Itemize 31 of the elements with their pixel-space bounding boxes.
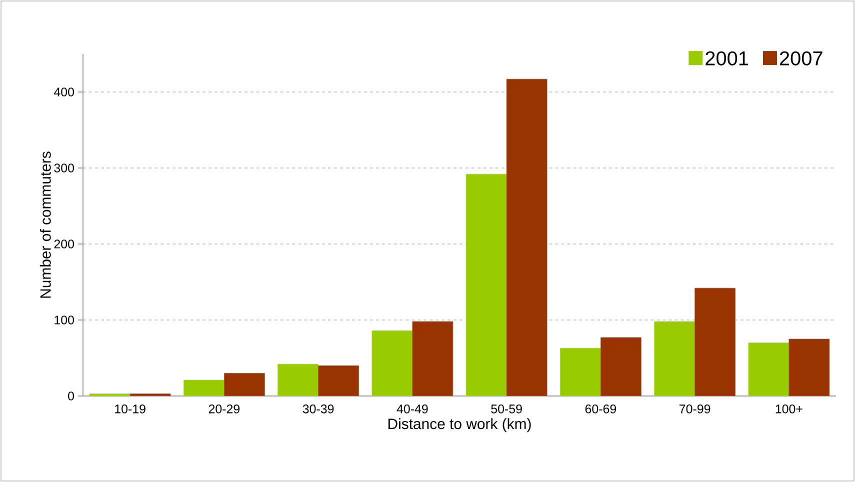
bar [224, 373, 265, 396]
x-tick-label: 70-99 [680, 404, 710, 414]
y-tick-label: 100 [54, 316, 74, 324]
legend-label: 2007 [780, 51, 822, 66]
bar [412, 321, 454, 396]
bar [278, 364, 319, 396]
bar [694, 288, 736, 396]
x-tick-label: 40-49 [396, 404, 428, 414]
y-tick-label: 400 [54, 88, 74, 96]
bar [600, 337, 642, 396]
bar [372, 330, 413, 396]
bar [184, 380, 224, 396]
y-tick-label: 300 [54, 164, 74, 172]
x-tick-label: 60-69 [585, 404, 616, 414]
x-tick-label: 10-19 [115, 404, 146, 414]
y-tick-label: 0 [68, 392, 74, 400]
x-axis-title: Distance to work (km) [388, 418, 531, 432]
x-tick-label: 50-59 [491, 404, 522, 414]
bar [506, 78, 548, 396]
y-axis-title: Number of commuters [40, 152, 51, 298]
y-tick-label: 200 [54, 240, 74, 248]
bar [318, 365, 359, 396]
bar [654, 321, 696, 396]
bar [748, 342, 790, 396]
bar [560, 348, 601, 396]
x-tick-label: 30-39 [302, 404, 334, 414]
bar [466, 174, 507, 396]
bar [788, 338, 830, 396]
legend-label: 2001 [706, 51, 748, 66]
x-tick-label: 20-29 [208, 404, 240, 414]
x-tick-label: 100+ [776, 404, 802, 414]
